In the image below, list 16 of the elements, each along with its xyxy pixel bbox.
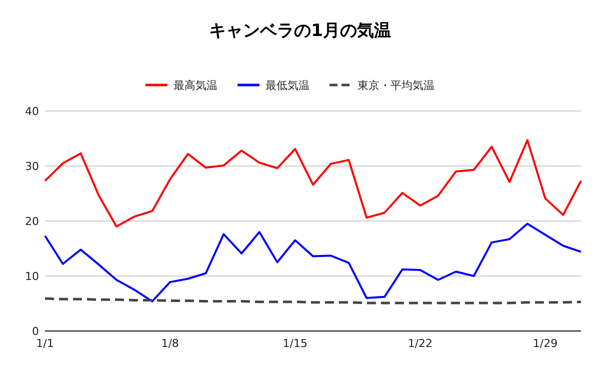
line-series xyxy=(44,139,582,228)
y-tick-label: 0 xyxy=(32,325,39,338)
legend-label: 最低気温 xyxy=(266,79,310,92)
y-tick-label: 30 xyxy=(25,160,39,173)
x-tick-label: 1/15 xyxy=(282,337,308,350)
legend-label: 最高気温 xyxy=(174,79,218,92)
line-series xyxy=(44,222,582,302)
chart-title: キャンベラの1月の気温 xyxy=(209,21,391,41)
y-tick-label: 40 xyxy=(25,105,39,118)
x-tick-label: 1/8 xyxy=(161,337,179,350)
x-tick-label: 1/22 xyxy=(408,337,433,350)
x-tick-label: 1/29 xyxy=(532,337,558,350)
y-tick-label: 10 xyxy=(25,270,39,283)
legend-label: 東京・平均気温 xyxy=(358,79,434,92)
x-tick-label: 1/1 xyxy=(36,337,54,350)
y-tick-label: 20 xyxy=(25,215,39,228)
